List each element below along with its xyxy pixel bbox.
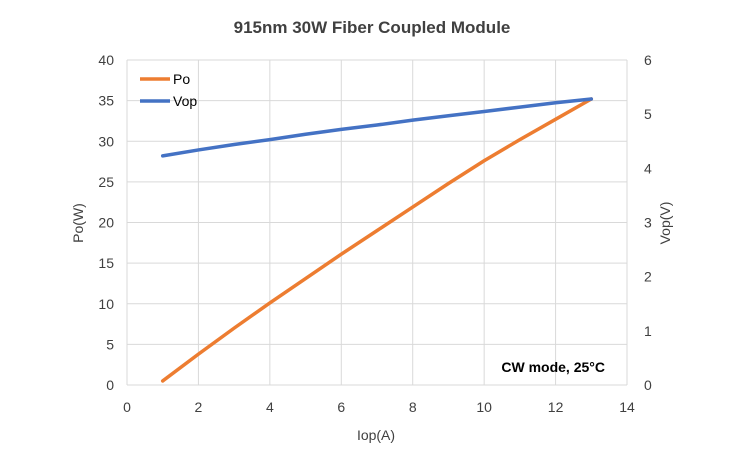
- y-tick-label: 15: [98, 255, 114, 271]
- y-tick-label: 10: [98, 296, 114, 312]
- y-tick-label: 0: [106, 377, 114, 393]
- x-tick-label: 2: [195, 399, 203, 415]
- x-tick-label: 8: [409, 399, 417, 415]
- y-tick-label: 25: [98, 174, 114, 190]
- legend: Po Vop: [140, 71, 197, 109]
- y-tick-label: 5: [106, 336, 114, 352]
- series: [160, 97, 594, 383]
- y2-axis-label: Vop(V): [657, 202, 673, 245]
- y2-tick-label: 0: [644, 377, 652, 393]
- x-tick-label: 0: [123, 399, 131, 415]
- x-axis-label: Iop(A): [357, 427, 395, 443]
- legend-label-vop: Vop: [173, 93, 197, 109]
- x-tick-label: 14: [619, 399, 635, 415]
- y2-tick-label: 1: [644, 323, 652, 339]
- y-tick-label: 20: [98, 215, 114, 231]
- y-axis-label: Po(W): [70, 203, 86, 243]
- series-line-po: [160, 97, 594, 383]
- y2-tick-label: 5: [644, 106, 652, 122]
- x-tick-label: 6: [337, 399, 345, 415]
- legend-label-po: Po: [173, 71, 190, 87]
- y-tick-label: 30: [98, 133, 114, 149]
- x-tick-label: 4: [266, 399, 274, 415]
- x-tick-label: 10: [476, 399, 492, 415]
- x-tick-label: 12: [548, 399, 564, 415]
- y2-tick-label: 3: [644, 215, 652, 231]
- series-line-vop: [160, 97, 594, 158]
- y2-tick-label: 2: [644, 269, 652, 285]
- y-tick-label: 40: [98, 52, 114, 68]
- y2-tick-label: 6: [644, 52, 652, 68]
- chart-title: 915nm 30W Fiber Coupled Module: [234, 18, 511, 37]
- annotation-cw-mode: CW mode, 25°C: [501, 359, 605, 375]
- y2-tick-label: 4: [644, 160, 652, 176]
- grid: [126, 59, 628, 386]
- y-tick-label: 35: [98, 93, 114, 109]
